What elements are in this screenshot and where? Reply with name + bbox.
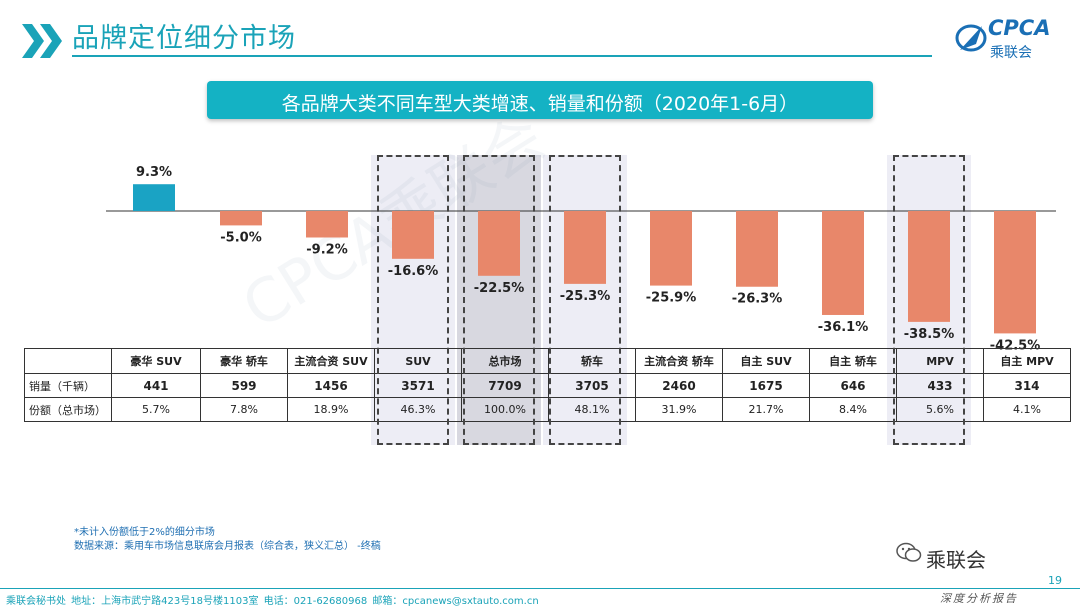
wechat-icon (896, 542, 922, 562)
table-cell: 8.4% (809, 397, 897, 422)
data-label-7: -26.3% (732, 292, 783, 307)
data-label-5: -25.3% (560, 289, 611, 304)
logo-brand: CPCA (988, 16, 1051, 40)
data-label-1: -5.0% (220, 230, 261, 245)
chart-title-banner: 各品牌大类不同车型大类增速、销量和份额（2020年1-6月） (207, 81, 873, 119)
bar-4 (478, 211, 520, 276)
table-cell: 4.1% (983, 397, 1071, 422)
column-header: 豪华 轿车 (200, 348, 288, 374)
footnotes: *未计入份额低于2%的细分市场 数据来源：乘用车市场信息联席会月报表（综合表，狭… (74, 526, 381, 554)
footer-report-type: 深度分析报告 (940, 592, 1018, 605)
table-cell: 7.8% (200, 397, 288, 422)
wechat-text: 乘联会 (926, 548, 986, 572)
data-label-3: -16.6% (388, 264, 439, 279)
logo: CPCA 乘联会 (950, 16, 1060, 62)
page-title: 品牌定位细分市场 (72, 23, 296, 54)
row-label: 份额（总市场） (24, 397, 112, 422)
table-corner (24, 348, 112, 374)
footer-divider (0, 588, 1080, 589)
footnote-1: *未计入份额低于2%的细分市场 (74, 527, 215, 538)
bar-0 (133, 184, 175, 211)
table-cell: 48.1% (548, 397, 636, 422)
bar-5 (564, 211, 606, 284)
data-label-9: -38.5% (904, 327, 955, 342)
column-header: 轿车 (548, 348, 636, 374)
highlight-box (463, 155, 535, 445)
bar-8 (822, 211, 864, 315)
highlight-box (893, 155, 965, 445)
highlight-box (377, 155, 449, 445)
table-cell: 1675 (722, 373, 810, 398)
bar-1 (220, 211, 262, 226)
column-header: 豪华 SUV (111, 348, 201, 374)
footnote-2: 数据来源：乘用车市场信息联席会月报表（综合表，狭义汇总） -终稿 (74, 541, 381, 552)
column-header: 自主 轿车 (809, 348, 897, 374)
table-cell: 314 (983, 373, 1071, 398)
row-label: 销量（千辆） (24, 373, 112, 398)
data-label-2: -9.2% (306, 242, 347, 257)
highlight-box (549, 155, 621, 445)
data-label-0: 9.3% (136, 165, 172, 180)
data-label-4: -22.5% (474, 281, 525, 296)
data-label-6: -25.9% (646, 291, 697, 306)
footer-contact: 乘联会秘书处 地址：上海市武宁路423号18号楼1103室 电话：021-626… (6, 596, 539, 607)
column-header: 主流合资 轿车 (635, 348, 723, 374)
bar-7 (736, 211, 778, 287)
bar-3 (392, 211, 434, 259)
table-cell: 5.6% (896, 397, 984, 422)
column-header: 自主 MPV (983, 348, 1071, 374)
table-cell: 18.9% (287, 397, 375, 422)
logo-org: 乘联会 (990, 45, 1032, 61)
title-underline (72, 55, 932, 57)
table-cell: 31.9% (635, 397, 723, 422)
page-number: 19 (1048, 574, 1062, 587)
bar-6 (650, 211, 692, 286)
column-header: 自主 SUV (722, 348, 810, 374)
table-cell: 1456 (287, 373, 375, 398)
table-cell: 2460 (635, 373, 723, 398)
double-chevron-icon (22, 24, 62, 58)
bar-2 (306, 211, 348, 238)
table-cell: 5.7% (111, 397, 201, 422)
bar-10 (994, 211, 1036, 334)
table-cell: 441 (111, 373, 201, 398)
wechat-label: 乘联会 (896, 542, 986, 573)
data-label-8: -36.1% (818, 320, 869, 335)
table-header-row: 豪华 SUV 豪华 轿车 主流合资 SUV SUV 总市场 轿车 主流合资 轿车 自主 SUV… (24, 348, 1071, 374)
cpca-logo-icon (955, 24, 987, 52)
table-cell: 646 (809, 373, 897, 398)
bar-9 (908, 211, 950, 322)
chart-title: 各品牌大类不同车型大类增速、销量和份额（2020年1-6月） (281, 93, 799, 115)
column-header: 主流合资 SUV (287, 348, 375, 374)
table-cell: 599 (200, 373, 288, 398)
table-cell: 21.7% (722, 397, 810, 422)
